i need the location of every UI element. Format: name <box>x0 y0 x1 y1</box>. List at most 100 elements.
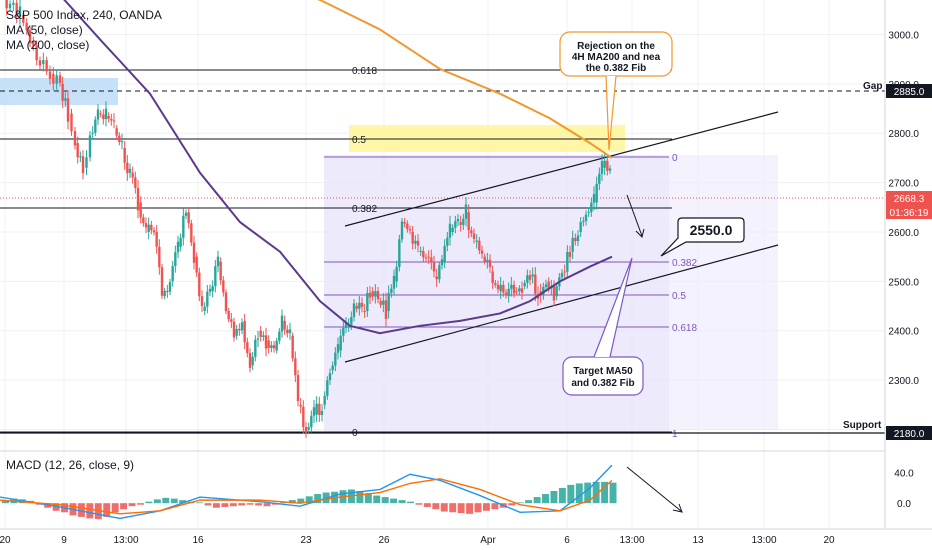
candle-body <box>70 113 73 132</box>
candle-body <box>176 241 180 253</box>
macd-histogram-bar <box>609 482 617 504</box>
fib-label-left: 0.5 <box>352 135 366 146</box>
macd-pane <box>0 450 932 520</box>
candle-body <box>328 373 332 381</box>
candle-body <box>408 229 412 231</box>
candle-body <box>480 250 484 254</box>
candle-body <box>302 406 305 428</box>
candle-body <box>571 237 574 252</box>
candle-body <box>523 282 526 287</box>
candle-body <box>510 284 513 289</box>
macd-histogram-bar <box>415 503 423 505</box>
candle-body <box>288 329 292 334</box>
candle-body <box>520 288 524 293</box>
candle-body <box>286 329 289 334</box>
candle-body <box>483 256 486 262</box>
candle-body <box>307 427 310 430</box>
candle-body <box>382 300 385 305</box>
candle-body <box>45 60 48 72</box>
candle-body <box>438 265 441 280</box>
macd-histogram-bar <box>255 503 263 506</box>
candle-body <box>118 135 121 143</box>
candle-body <box>64 98 67 101</box>
candle-body <box>104 108 108 120</box>
candle-body <box>366 292 369 312</box>
candle-body <box>128 168 132 173</box>
candle-body <box>475 240 478 242</box>
callout-top-text: Rejection on the <box>577 41 655 52</box>
candle-body <box>264 335 268 349</box>
callout-top-text: 4H MA200 and nea <box>572 52 661 63</box>
macd-histogram-bar <box>508 503 516 506</box>
candle-body <box>174 252 177 267</box>
candle-body <box>371 291 374 297</box>
candle-body <box>608 168 612 171</box>
candle-body <box>424 257 428 259</box>
callout-bottom-text: Target MA50 <box>573 366 633 377</box>
price-tag-box <box>886 426 932 440</box>
support-label: Support <box>843 420 882 431</box>
macd-arrow <box>626 466 682 512</box>
candle-body <box>598 173 601 184</box>
candle-body <box>486 259 489 262</box>
time-tick-label: 13 <box>692 535 704 546</box>
time-tick-label: 23 <box>300 535 312 546</box>
candle-body <box>584 214 588 222</box>
candle-body <box>528 275 532 280</box>
candle-body <box>499 284 502 292</box>
candle-body <box>576 235 580 242</box>
candle-body <box>440 259 444 266</box>
candle-body <box>238 328 241 331</box>
candle-body <box>336 344 340 353</box>
macd-histogram-bar <box>120 503 128 510</box>
price-tag-box <box>886 84 932 98</box>
fib-label-right: 0.382 <box>672 258 697 269</box>
candle-body <box>430 257 433 262</box>
candle-body <box>595 183 598 203</box>
time-tick-label: 26 <box>378 535 390 546</box>
macd-histogram-bar <box>204 503 212 506</box>
candle-body <box>216 256 220 267</box>
candle-body <box>240 322 244 331</box>
macd-histogram-bar <box>263 503 271 507</box>
macd-histogram-bar <box>145 501 153 504</box>
candle-body <box>211 286 214 292</box>
price-tag-countdown: 01:36:19 <box>890 208 929 219</box>
macd-histogram-bar <box>457 503 465 514</box>
candle-body <box>504 292 508 295</box>
candle-body <box>435 276 438 280</box>
candle-body <box>464 204 468 219</box>
price-tag-gap: 2885.0 <box>894 87 925 98</box>
candle-body <box>126 162 129 173</box>
time-tick-label: 20 <box>0 535 11 546</box>
candle-body <box>18 6 22 17</box>
candle-body <box>579 222 582 232</box>
candle-body <box>296 375 300 401</box>
candle-body <box>502 284 505 293</box>
time-tick-label: 9 <box>61 535 67 546</box>
macd-histogram-bar <box>474 503 482 513</box>
time-tick-label: 13:00 <box>751 535 776 546</box>
candle-body <box>280 315 284 332</box>
price-tick-label: 2700.0 <box>888 179 919 190</box>
macd-line <box>0 464 613 520</box>
candle-body <box>222 280 225 293</box>
candle-body <box>184 212 188 216</box>
candle-body <box>342 327 345 336</box>
target-label-box <box>660 217 745 257</box>
candle-body <box>427 256 430 258</box>
candle-body <box>139 202 142 218</box>
fib-label-right: 0.618 <box>672 323 697 334</box>
candle-body <box>85 157 88 168</box>
price-channel <box>344 111 779 363</box>
price-tag-support: 2180.0 <box>894 429 925 440</box>
macd-histogram-bar <box>137 503 144 505</box>
candle-body <box>315 403 318 415</box>
candle-body <box>28 30 32 44</box>
ma200-line <box>317 0 613 159</box>
candle-body <box>592 194 596 203</box>
price-tick-label: 2300.0 <box>888 376 919 387</box>
candle-body <box>563 271 566 273</box>
candle-body <box>73 131 77 146</box>
